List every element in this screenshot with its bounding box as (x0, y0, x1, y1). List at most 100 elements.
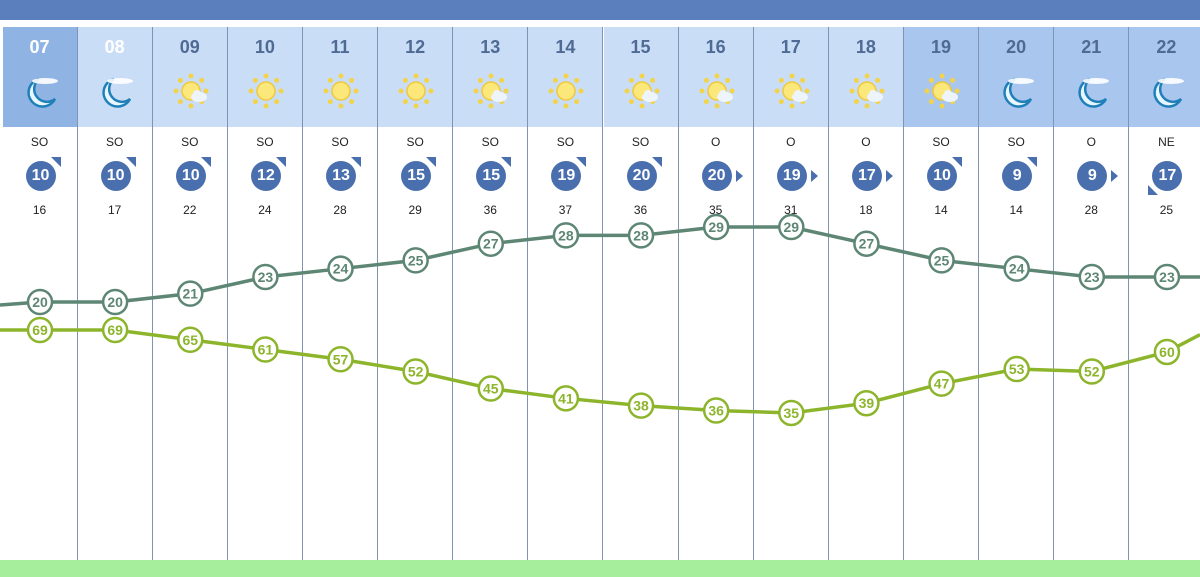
wind-direction: SO (406, 135, 424, 149)
temperature-point: 21 (177, 280, 204, 307)
humidity-label: 69 (107, 322, 123, 338)
wind-gust: 31 (784, 203, 798, 217)
wind-arrow-icon (426, 157, 437, 167)
wind-speed: 9 (1077, 161, 1108, 191)
temperature-label: 29 (708, 219, 724, 235)
temperature-label: 27 (483, 236, 499, 252)
wind-direction: NE (1158, 135, 1175, 149)
humidity-point: 36 (702, 397, 730, 424)
hour-header: 19 (904, 27, 979, 127)
temperature-point: 23 (1078, 263, 1106, 291)
humidity-point: 65 (177, 326, 204, 354)
hour-header: 11 (303, 27, 378, 127)
hour-column: 18 O 17 18 (828, 27, 904, 577)
sun-icon (246, 71, 286, 111)
wind-gust: 29 (408, 203, 422, 217)
sun-cloud-icon (171, 71, 211, 111)
wind-arrow-icon (351, 157, 362, 167)
sun-icon (321, 71, 361, 111)
wind-gust: 28 (1084, 203, 1098, 217)
humidity-label: 61 (258, 342, 274, 358)
wind-direction: O (1086, 135, 1096, 149)
hour-header: 15 (603, 27, 678, 127)
wind-direction: SO (30, 135, 49, 149)
moon-cloud-icon (1147, 71, 1187, 111)
humidity-point: 69 (101, 316, 129, 344)
hour-column: 10 SO 12 24 (227, 27, 303, 577)
hour-label: 08 (104, 37, 125, 57)
hour-label: 09 (179, 37, 200, 57)
temperature-point: 27 (477, 230, 505, 257)
moon-cloud-icon (21, 71, 61, 111)
humidity-label: 38 (633, 398, 649, 414)
wind-gust: 24 (258, 203, 272, 217)
wind-arrow-icon (810, 170, 818, 182)
hour-header: 21 (1054, 27, 1129, 127)
hour-label: 11 (330, 37, 350, 57)
humidity-point: 60 (1153, 338, 1181, 366)
temperature-point: 28 (627, 222, 655, 249)
hour-header: 07 (2, 27, 77, 127)
wind-arrow-icon (501, 157, 512, 167)
wind-speed: 15 (476, 161, 507, 191)
hour-column: 13 SO 15 36 (453, 27, 529, 577)
humidity-point: 45 (477, 375, 505, 402)
temperature-label: 25 (934, 252, 950, 268)
humidity-point: 69 (26, 316, 54, 344)
wind-direction: SO (331, 135, 349, 149)
wind-direction: O (786, 135, 796, 149)
wind-speed: 12 (250, 161, 281, 191)
wind-speed: 10 (175, 161, 206, 191)
temperature-point: 20 (26, 288, 54, 316)
hour-header: 08 (77, 27, 152, 127)
wind-gust: 14 (934, 203, 948, 217)
humidity-point: 53 (1003, 355, 1030, 383)
sun-cloud-icon (697, 71, 737, 111)
humidity-point: 47 (928, 370, 955, 397)
wind-direction: SO (932, 135, 950, 149)
hour-column: 22 NE 17 25 (1129, 27, 1200, 577)
wind-arrow-icon (125, 157, 136, 167)
wind-direction: SO (481, 135, 499, 149)
temperature-label: 20 (32, 294, 48, 310)
humidity-label: 39 (859, 395, 875, 411)
moon-cloud-icon (1072, 71, 1112, 111)
wind-gust: 22 (183, 203, 197, 217)
humidity-label: 57 (333, 351, 349, 367)
wind-arrow-icon (651, 157, 662, 167)
humidity-label: 69 (32, 322, 48, 338)
humidity-point: 52 (1078, 358, 1106, 385)
bottom-bar (0, 560, 1200, 577)
hour-column: 07 SO 10 16 (2, 27, 78, 577)
temperature-label: 24 (1009, 261, 1025, 277)
sun-cloud-icon (847, 71, 887, 111)
hour-label: 19 (931, 37, 952, 57)
temperature-point: 23 (252, 263, 279, 291)
temperature-point: 23 (1153, 263, 1181, 291)
humidity-label: 47 (934, 376, 950, 392)
temperature-point: 29 (778, 213, 805, 241)
wind-speed: 15 (401, 161, 432, 191)
hour-column: 14 SO 19 37 (528, 27, 604, 577)
humidity-point: 57 (327, 346, 354, 373)
temperature-label: 28 (633, 227, 649, 243)
wind-speed: 20 (701, 161, 732, 191)
hour-header: 09 (152, 27, 227, 127)
wind-arrow-icon (735, 170, 743, 182)
sun-cloud-icon (471, 71, 511, 111)
humidity-point: 35 (778, 399, 805, 427)
hour-label: 17 (780, 37, 801, 57)
hour-column: 17 O 19 31 (753, 27, 829, 577)
temperature-label: 21 (182, 286, 198, 302)
hour-header: 17 (753, 27, 828, 127)
temperature-point: 24 (327, 255, 354, 282)
hour-label: 13 (480, 37, 501, 57)
hour-column: 21 O 9 28 (1054, 27, 1130, 577)
sun-icon (546, 71, 586, 111)
humidity-label: 52 (1084, 363, 1100, 379)
hour-header: 16 (678, 27, 753, 127)
hour-label: 22 (1156, 37, 1177, 57)
wind-gust: 37 (558, 203, 573, 217)
temperature-label: 29 (784, 219, 800, 235)
